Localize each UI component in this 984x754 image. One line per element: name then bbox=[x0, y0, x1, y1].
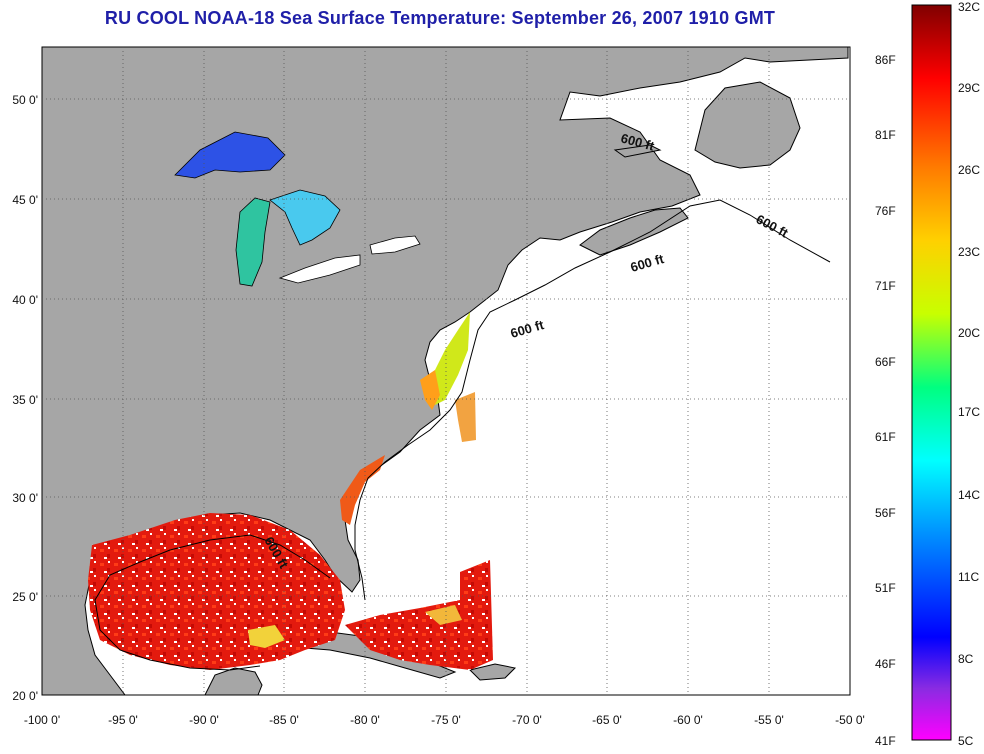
map-title: RU COOL NOAA-18 Sea Surface Temperature:… bbox=[104, 8, 776, 28]
contour-600ft bbox=[354, 199, 831, 601]
colorbar-f-label: 41F bbox=[875, 734, 896, 748]
colorbar bbox=[911, 4, 952, 741]
y-tick-label: 20 0' bbox=[12, 689, 38, 703]
colorbar-c-label: 26C bbox=[958, 163, 981, 177]
y-axis-ticks: 50 0' 45 0' 40 0' 35 0' 30 0' 25 0' 20 0… bbox=[12, 93, 38, 703]
x-tick-label: -65 0' bbox=[592, 713, 622, 727]
colorbar-f-label: 56F bbox=[875, 506, 896, 520]
grid-lines bbox=[42, 47, 850, 695]
colorbar-c-label: 23C bbox=[958, 245, 981, 259]
colorbar-f-label: 61F bbox=[875, 430, 896, 444]
x-tick-label: -55 0' bbox=[754, 713, 784, 727]
colorbar-c-label: 17C bbox=[958, 405, 981, 419]
colorbar-f-label: 86F bbox=[875, 53, 896, 67]
x-tick-label: -85 0' bbox=[269, 713, 299, 727]
y-tick-label: 40 0' bbox=[12, 293, 38, 307]
colorbar-c-label: 11C bbox=[958, 570, 980, 584]
colorbar-c-label: 32C bbox=[958, 0, 981, 14]
x-tick-label: -100 0' bbox=[24, 713, 60, 727]
colorbar-c-label: 5C bbox=[958, 734, 974, 748]
x-tick-label: -75 0' bbox=[431, 713, 461, 727]
y-tick-label: 30 0' bbox=[12, 491, 38, 505]
colorbar-f-label: 81F bbox=[875, 128, 896, 142]
contour-600ft-gulf bbox=[94, 534, 331, 671]
x-axis-ticks: -100 0' -95 0' -90 0' -85 0' -80 0' -75 … bbox=[24, 713, 865, 727]
x-tick-label: -80 0' bbox=[350, 713, 380, 727]
colorbar-f-label: 46F bbox=[875, 657, 896, 671]
x-tick-label: -60 0' bbox=[673, 713, 703, 727]
colorbar-c-label: 14C bbox=[958, 488, 981, 502]
y-tick-label: 45 0' bbox=[12, 193, 38, 207]
great-lakes bbox=[174, 131, 421, 287]
colorbar-f-label: 76F bbox=[875, 204, 896, 218]
sst-swaths bbox=[88, 312, 493, 670]
y-tick-label: 25 0' bbox=[12, 590, 38, 604]
x-tick-label: -95 0' bbox=[108, 713, 138, 727]
colorbar-f-label: 51F bbox=[875, 581, 896, 595]
x-tick-label: -50 0' bbox=[835, 713, 865, 727]
colorbar-f-label: 66F bbox=[875, 355, 896, 369]
y-tick-label: 50 0' bbox=[12, 93, 38, 107]
colorbar-c-label: 29C bbox=[958, 81, 981, 95]
colorbar-c-label: 8C bbox=[958, 652, 974, 666]
x-tick-label: -90 0' bbox=[189, 713, 219, 727]
colorbar-f-label: 71F bbox=[875, 279, 896, 293]
x-tick-label: -70 0' bbox=[512, 713, 542, 727]
colorbar-c-label: 20C bbox=[958, 326, 981, 340]
y-tick-label: 35 0' bbox=[12, 393, 38, 407]
